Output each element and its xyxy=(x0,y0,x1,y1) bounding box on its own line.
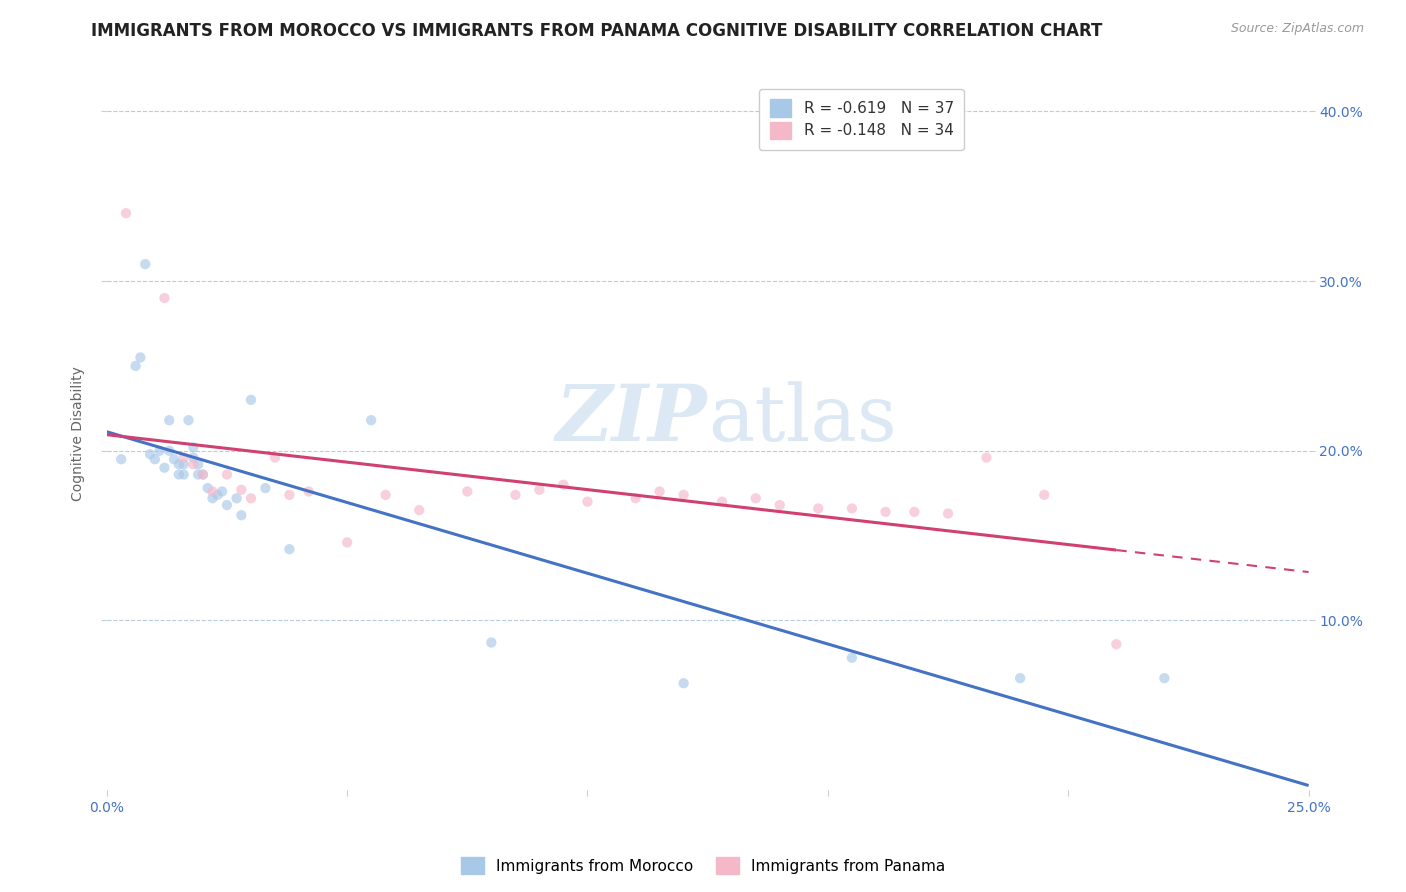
Point xyxy=(576,494,599,508)
Point xyxy=(624,491,647,506)
Point xyxy=(215,498,238,512)
Point xyxy=(278,488,301,502)
Point xyxy=(976,450,998,465)
Point xyxy=(240,491,263,506)
Point xyxy=(254,481,277,495)
Point xyxy=(124,359,146,373)
Point xyxy=(215,467,238,482)
Point xyxy=(745,491,768,506)
Point xyxy=(139,447,162,461)
Point xyxy=(231,508,253,523)
Point xyxy=(648,484,671,499)
Point xyxy=(479,635,502,649)
Point xyxy=(807,501,830,516)
Text: ZIP: ZIP xyxy=(555,381,707,458)
Point xyxy=(201,491,224,506)
Point xyxy=(197,481,219,495)
Point xyxy=(231,483,253,497)
Point xyxy=(408,503,430,517)
Point xyxy=(841,501,863,516)
Legend: Immigrants from Morocco, Immigrants from Panama: Immigrants from Morocco, Immigrants from… xyxy=(454,851,952,880)
Text: Source: ZipAtlas.com: Source: ZipAtlas.com xyxy=(1230,22,1364,36)
Point xyxy=(875,505,897,519)
Point xyxy=(177,413,200,427)
Point xyxy=(143,452,166,467)
Point xyxy=(191,467,214,482)
Point xyxy=(181,458,204,472)
Point xyxy=(553,477,575,491)
Point xyxy=(129,351,152,365)
Point xyxy=(153,291,176,305)
Point xyxy=(278,542,301,557)
Text: atlas: atlas xyxy=(707,382,897,458)
Point xyxy=(225,491,247,506)
Point xyxy=(181,450,204,465)
Point xyxy=(134,257,156,271)
Text: IMMIGRANTS FROM MOROCCO VS IMMIGRANTS FROM PANAMA COGNITIVE DISABILITY CORRELATI: IMMIGRANTS FROM MOROCCO VS IMMIGRANTS FR… xyxy=(91,22,1102,40)
Point xyxy=(374,488,396,502)
Point xyxy=(240,392,263,407)
Point xyxy=(211,484,233,499)
Point xyxy=(149,443,172,458)
Point xyxy=(672,488,695,502)
Point xyxy=(191,467,214,482)
Point xyxy=(769,498,792,512)
Legend: R = -0.619   N = 37, R = -0.148   N = 34: R = -0.619 N = 37, R = -0.148 N = 34 xyxy=(759,88,965,150)
Point xyxy=(264,450,287,465)
Point xyxy=(336,535,359,549)
Y-axis label: Cognitive Disability: Cognitive Disability xyxy=(72,367,86,501)
Point xyxy=(841,650,863,665)
Point xyxy=(1105,637,1128,651)
Point xyxy=(167,467,190,482)
Point xyxy=(672,676,695,690)
Point xyxy=(298,484,321,499)
Point xyxy=(167,458,190,472)
Point xyxy=(711,494,734,508)
Point xyxy=(207,488,229,502)
Point xyxy=(505,488,527,502)
Point xyxy=(157,413,180,427)
Point xyxy=(173,450,195,465)
Point xyxy=(181,441,204,455)
Point xyxy=(110,452,132,467)
Point xyxy=(153,460,176,475)
Point xyxy=(187,467,209,482)
Point xyxy=(903,505,925,519)
Point xyxy=(115,206,138,220)
Point xyxy=(201,484,224,499)
Point xyxy=(529,483,551,497)
Point xyxy=(173,458,195,472)
Point xyxy=(1010,671,1032,685)
Point xyxy=(456,484,478,499)
Point xyxy=(187,458,209,472)
Point xyxy=(163,452,186,467)
Point xyxy=(157,443,180,458)
Point xyxy=(936,507,959,521)
Point xyxy=(173,467,195,482)
Point xyxy=(1153,671,1175,685)
Point xyxy=(1033,488,1056,502)
Point xyxy=(360,413,382,427)
